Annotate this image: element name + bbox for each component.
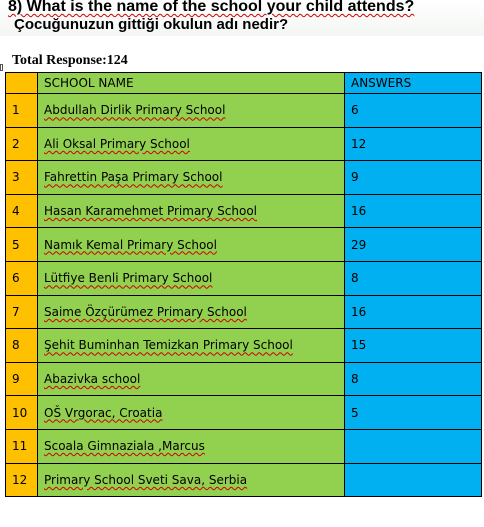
table-row: 6 Lütfiye Benli Primary School 8	[5, 260, 482, 296]
row-answers: 16	[344, 193, 482, 229]
school-name-text: Scoala Gimnaziala ,Marcus	[44, 439, 205, 454]
school-name-text: OŠ Vrgorac, Croatia	[44, 405, 163, 420]
row-school-name: Primary School Sveti Sava, Serbia	[37, 462, 345, 498]
question-turkish: Çocuğunuzun gittiği okulun adı nedir?	[14, 16, 289, 33]
school-name-text: Saime Özçürümez Primary School	[44, 304, 247, 319]
row-number: 4	[5, 193, 38, 229]
row-answers: 6	[344, 93, 482, 128]
table-row: 2 Ali Oksal Primary School 12	[5, 126, 482, 162]
school-name-text: Şehit Buminhan Temizkan Primary School	[44, 338, 293, 353]
row-number: 5	[5, 227, 38, 262]
table-row: 9 Abazivka school 8	[5, 361, 482, 397]
row-answers: 5	[344, 395, 482, 430]
row-number: 9	[5, 361, 38, 397]
row-answers	[344, 428, 482, 464]
row-answers: 9	[344, 160, 482, 195]
table-row: 8 Şehit Buminhan Temizkan Primary School…	[5, 328, 482, 363]
row-number: 3	[5, 160, 38, 195]
school-name-text: Fahrettin Paşa Primary School	[44, 170, 223, 185]
row-school-name: Fahrettin Paşa Primary School	[37, 160, 345, 195]
table-row: 7 Saime Özçürümez Primary School 16	[5, 294, 482, 330]
total-response-text: Total Response:124	[12, 53, 128, 68]
row-number: 6	[5, 260, 38, 296]
row-school-name: OŠ Vrgorac, Croatia	[37, 395, 345, 430]
school-name-text: Lütfiye Benli Primary School	[44, 271, 213, 286]
header-answers: ANSWERS	[344, 72, 482, 94]
row-school-name: Hasan Karamehmet Primary School	[37, 193, 345, 229]
table-anchor-handle[interactable]	[0, 64, 3, 71]
table-row: 12 Primary School Sveti Sava, Serbia	[5, 462, 482, 498]
row-answers	[344, 462, 482, 498]
row-number: 12	[5, 462, 38, 498]
row-school-name: Saime Özçürümez Primary School	[37, 294, 345, 330]
row-number: 11	[5, 428, 38, 464]
row-school-name: Namık Kemal Primary School	[37, 227, 345, 262]
school-name-text: Abdullah Dirlik Primary School	[44, 103, 226, 118]
header-number-cell	[5, 72, 38, 94]
table-row: 5 Namık Kemal Primary School 29	[5, 227, 482, 262]
header-school-name: SCHOOL NAME	[37, 72, 345, 94]
school-answers-table: SCHOOL NAME ANSWERS 1 Abdullah Dirlik Pr…	[5, 72, 482, 498]
school-name-text: Ali Oksal Primary School	[44, 136, 190, 151]
row-school-name: Abazivka school	[37, 361, 345, 397]
row-school-name: Lütfiye Benli Primary School	[37, 260, 345, 296]
row-school-name: Scoala Gimnaziala ,Marcus	[37, 428, 345, 464]
table-row: 4 Hasan Karamehmet Primary School 16	[5, 193, 482, 229]
table-row: 3 Fahrettin Paşa Primary School 9	[5, 160, 482, 195]
row-number: 10	[5, 395, 38, 430]
table-row: 1 Abdullah Dirlik Primary School 6	[5, 93, 482, 128]
table-row: 10 OŠ Vrgorac, Croatia 5	[5, 395, 482, 430]
row-school-name: Abdullah Dirlik Primary School	[37, 93, 345, 128]
table-row: 11 Scoala Gimnaziala ,Marcus	[5, 428, 482, 464]
row-number: 1	[5, 93, 38, 128]
row-answers: 12	[344, 126, 482, 162]
school-name-text: Primary School Sveti Sava, Serbia	[44, 472, 248, 487]
row-number: 7	[5, 294, 38, 330]
school-name-text: Hasan Karamehmet Primary School	[44, 204, 257, 219]
row-number: 8	[5, 328, 38, 363]
total-response: Total Response:124	[12, 53, 128, 69]
row-answers: 8	[344, 260, 482, 296]
table-header-row: SCHOOL NAME ANSWERS	[5, 72, 482, 94]
school-name-text: Abazivka school	[44, 372, 141, 387]
row-answers: 8	[344, 361, 482, 397]
row-school-name: Şehit Buminhan Temizkan Primary School	[37, 328, 345, 363]
school-name-text: Namık Kemal Primary School	[44, 237, 217, 252]
row-answers: 15	[344, 328, 482, 363]
row-answers: 16	[344, 294, 482, 330]
row-school-name: Ali Oksal Primary School	[37, 126, 345, 162]
question-english: 8) What is the name of the school your c…	[8, 0, 415, 15]
question-header: 8) What is the name of the school your c…	[0, 0, 484, 36]
row-number: 2	[5, 126, 38, 162]
row-answers: 29	[344, 227, 482, 262]
